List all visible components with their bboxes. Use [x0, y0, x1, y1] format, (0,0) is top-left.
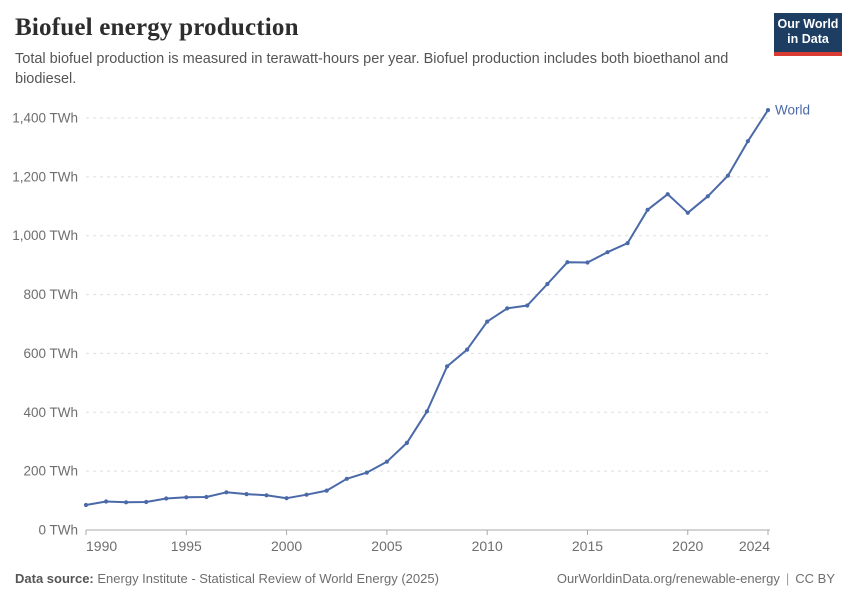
data-point: [424, 409, 430, 414]
series-line[interactable]: [85, 109, 769, 506]
data-point: [605, 250, 610, 255]
data-point: [585, 260, 590, 265]
footer-separator: |: [785, 571, 790, 586]
data-point: [264, 493, 269, 498]
data-point: [645, 207, 650, 212]
y-tick-label: 600 TWh: [23, 346, 78, 361]
data-point: [765, 108, 771, 113]
footer-url-link[interactable]: OurWorldinData.org/renewable-energy: [556, 571, 780, 586]
x-tick-label: 2015: [572, 538, 603, 554]
x-tick-label: 2010: [472, 538, 503, 554]
data-point: [685, 210, 690, 215]
data-point: [505, 306, 510, 311]
data-point: [384, 459, 389, 464]
x-tick-label: 2000: [271, 538, 302, 554]
data-point: [404, 440, 409, 445]
footer-links: OurWorldinData.org/renewable-energy | CC B…: [557, 571, 835, 586]
data-point: [124, 500, 129, 505]
data-point: [304, 492, 309, 497]
datasource-label: Data source:: [15, 571, 94, 586]
x-tick-label: 2020: [672, 538, 703, 554]
data-point: [204, 494, 209, 500]
owid-logo-line2: in Data: [787, 31, 829, 46]
data-point: [445, 364, 450, 369]
owid-logo[interactable]: Our World in Data: [774, 13, 842, 56]
chart-subtitle: Total biofuel production is measured in …: [15, 51, 729, 87]
data-point: [665, 192, 670, 197]
y-tick-label: 800 TWh: [23, 287, 78, 302]
data-point: [244, 492, 249, 497]
y-tick-label: 400 TWh: [23, 405, 78, 420]
owid-logo-accent-bar: [774, 52, 842, 56]
datasource-text: Energy Institute - Statistical Review of…: [97, 571, 439, 586]
data-point: [344, 476, 349, 481]
data-point: [224, 490, 229, 495]
data-point: [144, 499, 149, 505]
y-tick-label: 0 TWh: [38, 523, 78, 538]
chart-footer: Data source: Energy Institute - Statisti…: [15, 571, 835, 586]
x-tick-label: 1995: [171, 538, 202, 554]
y-tick-label: 1,400 TWh: [12, 111, 78, 126]
datasource-line: Data source: Energy Institute - Statisti…: [15, 571, 439, 586]
y-tick-label: 1,000 TWh: [12, 228, 78, 243]
x-tick-label: 2024: [739, 538, 770, 554]
data-point: [164, 496, 169, 501]
series-entity-label[interactable]: World: [775, 103, 810, 118]
data-point: [184, 495, 189, 500]
data-point: [705, 194, 710, 199]
data-point: [725, 173, 731, 178]
data-point: [745, 139, 751, 144]
footer-license-link[interactable]: CC BY: [795, 571, 835, 586]
data-point: [364, 470, 369, 475]
x-tick-label: 2005: [371, 538, 402, 554]
owid-logo-line1: Our World: [777, 17, 839, 31]
chart-header: Biofuel energy production Total biofuel …: [0, 0, 850, 89]
data-point: [485, 319, 490, 324]
data-point: [545, 281, 550, 287]
data-point: [525, 303, 530, 308]
data-point: [324, 488, 329, 493]
y-tick-label: 200 TWh: [23, 464, 78, 479]
data-point: [104, 499, 109, 504]
data-point: [284, 496, 289, 501]
data-point: [625, 241, 630, 246]
y-tick-label: 1,200 TWh: [12, 169, 78, 184]
x-tick-label: 1990: [86, 538, 117, 554]
chart-title: Biofuel energy production: [15, 14, 299, 41]
data-point: [565, 260, 570, 265]
data-point: [465, 347, 470, 352]
data-point: [83, 502, 89, 508]
